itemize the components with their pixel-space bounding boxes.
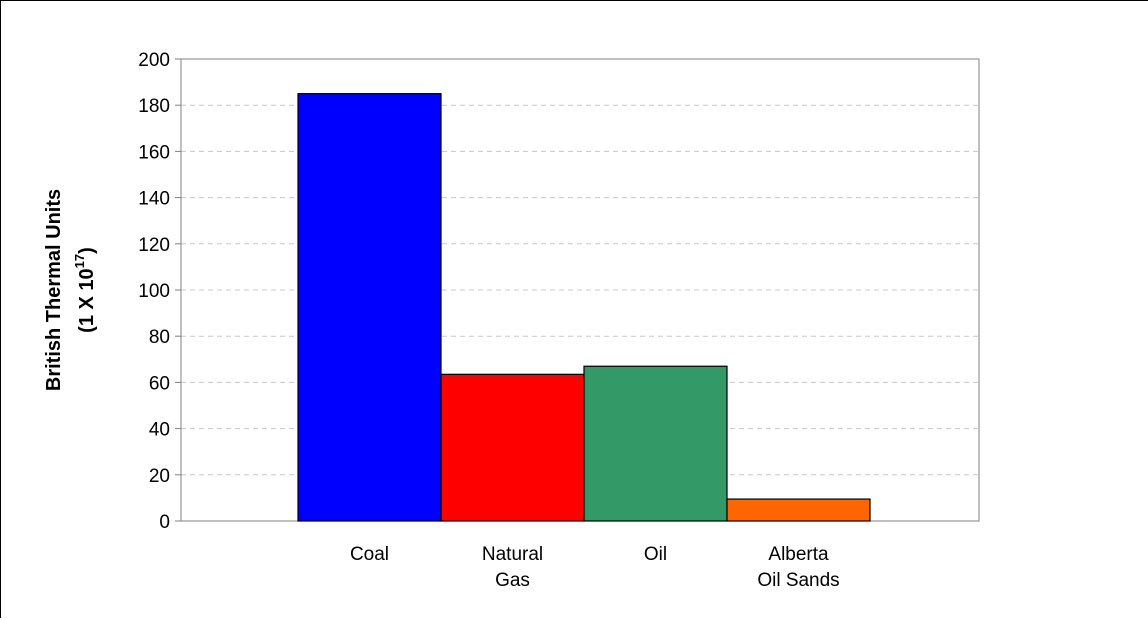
bar: [440, 373, 585, 522]
y-axis-title-line2: (1 X 1017): [72, 247, 98, 333]
y-tick-label: 60: [149, 373, 170, 394]
y-tick-label: 40: [149, 420, 170, 441]
bars: [297, 93, 871, 522]
x-category-label: Oil: [644, 544, 667, 565]
bar: [726, 498, 871, 522]
x-category-label: Coal: [350, 544, 389, 565]
y-tick-label: 0: [159, 512, 170, 533]
y-tick-label: 160: [138, 142, 170, 163]
y-tick-label: 80: [149, 327, 170, 348]
x-category-label: Alberta Oil Sands: [757, 544, 839, 591]
x-axis-labels: Coal Natural Gas Oil Alberta Oil Sands: [350, 544, 840, 591]
y-tick-label: 120: [138, 235, 170, 256]
bar: [297, 93, 442, 522]
y-tick-label: 140: [138, 189, 170, 210]
y-axis-title: British Thermal Units (1 X 1017): [43, 189, 98, 391]
x-category-label: Natural Gas: [482, 544, 543, 591]
bar: [583, 365, 728, 522]
y-tick-label: 20: [149, 466, 170, 487]
y-axis-ticks: 0 20 40 60 80 100 120 140 160 180 200: [138, 50, 181, 533]
y-tick-label: 180: [138, 96, 170, 117]
y-tick-label: 200: [138, 50, 170, 71]
y-tick-label: 100: [138, 281, 170, 302]
y-axis-title-line1: British Thermal Units: [43, 189, 65, 391]
